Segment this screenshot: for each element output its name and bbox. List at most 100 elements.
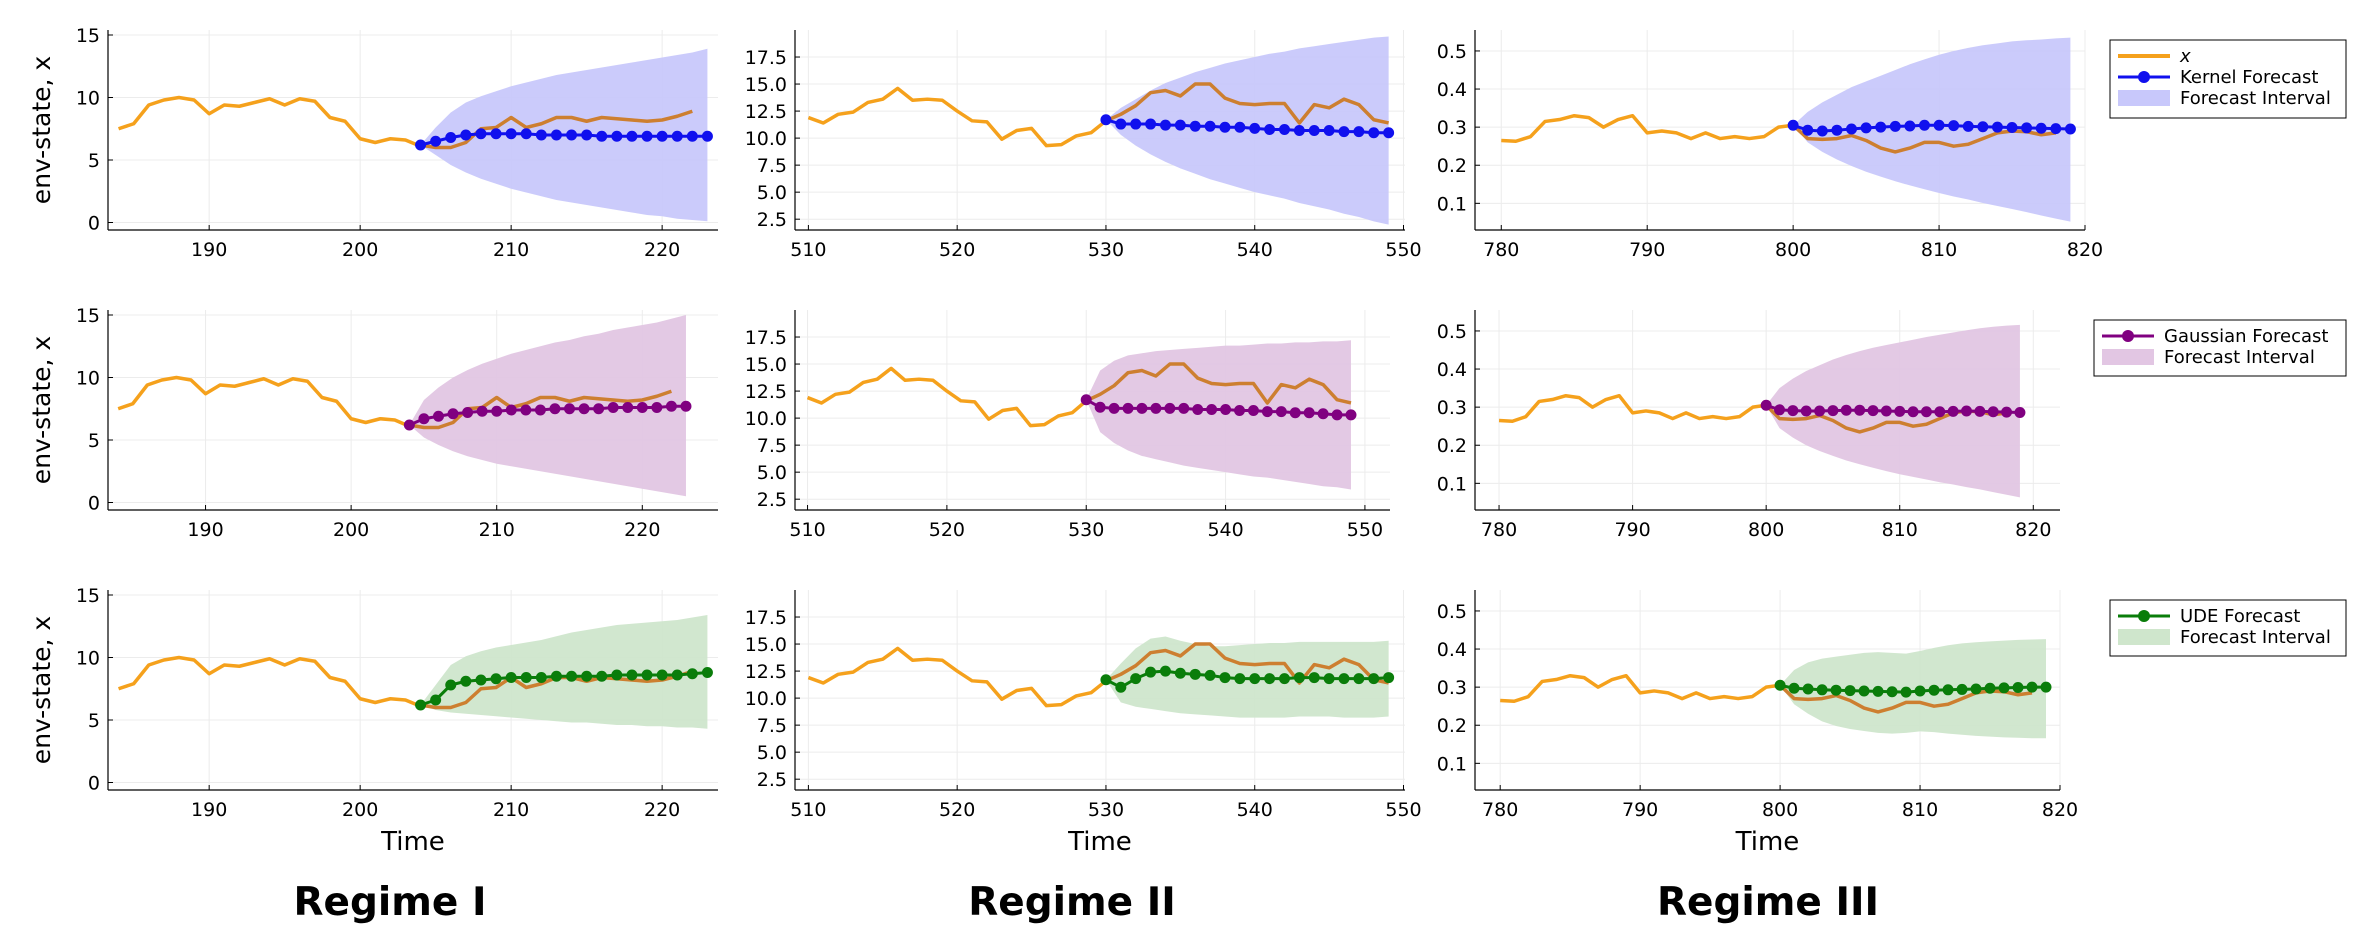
forecast-point <box>1880 405 1892 417</box>
forecast-point <box>2035 122 2047 134</box>
y-axis-label: env-state, x <box>27 336 56 484</box>
forecast-point <box>1174 667 1186 679</box>
y-tick-label: 0 <box>88 773 100 795</box>
forecast-interval-band <box>1780 639 2047 739</box>
legend-swatch-marker <box>2122 330 2134 342</box>
y-axis-label: env-state, x <box>27 56 56 204</box>
forecast-point <box>1115 118 1127 130</box>
forecast-point <box>1293 125 1305 137</box>
forecast-point <box>1159 665 1171 677</box>
y-tick-label: 0.4 <box>1437 79 1467 101</box>
actual-series-line <box>1105 82 1390 125</box>
forecast-point <box>1264 673 1276 685</box>
x-tick-label: 190 <box>191 799 227 821</box>
legend-swatch-marker <box>2138 71 2150 83</box>
forecast-point <box>1760 399 1772 411</box>
forecast-point <box>1942 684 1954 696</box>
forecast-point <box>460 675 472 687</box>
forecast-point <box>1816 125 1828 137</box>
forecast-point <box>1130 673 1142 685</box>
y-tick-label: 15.0 <box>745 74 787 96</box>
x-tick-label: 200 <box>342 239 378 261</box>
forecast-point <box>445 679 457 691</box>
x-tick-label: 540 <box>1237 239 1273 261</box>
forecast-point <box>1100 114 1112 126</box>
forecast-point <box>1894 405 1906 417</box>
y-tick-label: 7.5 <box>757 715 787 737</box>
x-tick-label: 540 <box>1237 799 1273 821</box>
y-tick-label: 12.5 <box>745 381 787 403</box>
forecast-point <box>1278 123 1290 135</box>
forecast-point <box>1933 119 1945 131</box>
forecast-point <box>1774 679 1786 691</box>
y-tick-label: 15 <box>76 305 100 327</box>
forecast-point <box>1904 120 1916 132</box>
forecast-point <box>1814 405 1826 417</box>
forecast-point <box>475 128 487 140</box>
forecast-point <box>1234 121 1246 133</box>
forecast-point <box>1977 121 1989 133</box>
forecast-point <box>1353 126 1365 138</box>
panel-r3-c1: 190 200 210 220 0 5 10 15 env-state, x Time <box>27 585 718 857</box>
forecast-interval-band <box>1105 36 1389 225</box>
forecast-point <box>1920 406 1932 418</box>
forecast-point <box>1289 407 1301 419</box>
forecast-point <box>1774 404 1786 416</box>
forecast-point <box>505 672 517 683</box>
forecast-point <box>2064 123 2076 135</box>
forecast-point <box>1261 406 1273 418</box>
forecast-point <box>1150 402 1162 414</box>
x-tick-label: 790 <box>1622 799 1658 821</box>
x-tick-label: 220 <box>644 239 680 261</box>
forecast-point <box>607 402 619 413</box>
forecast-point <box>1802 124 1814 136</box>
x-tick-label: 550 <box>1385 799 1421 821</box>
x-tick-label: 810 <box>1902 799 1938 821</box>
forecast-point <box>651 402 663 413</box>
y-tick-label: 2.5 <box>757 769 787 791</box>
y-tick-label: 0.1 <box>1437 473 1467 495</box>
y-tick-label: 0.5 <box>1437 601 1467 623</box>
x-tick-label: 810 <box>1921 239 1957 261</box>
forecast-point <box>535 672 547 683</box>
forecast-point <box>1219 672 1231 684</box>
forecast-point <box>611 130 623 142</box>
y-tick-label: 5.0 <box>757 462 787 484</box>
forecast-interval-band <box>420 615 708 729</box>
forecast-point <box>520 672 532 683</box>
x-tick-label: 790 <box>1629 239 1665 261</box>
forecast-point <box>550 129 562 141</box>
forecast-point <box>1998 682 2010 694</box>
forecast-point <box>2050 123 2062 135</box>
forecast-point <box>656 130 668 142</box>
x-axis-label: Time <box>1735 827 1800 857</box>
forecast-point <box>2014 406 2026 418</box>
forecast-point <box>1962 120 1974 132</box>
forecast-point <box>1830 684 1842 696</box>
legend-label: Kernel Forecast <box>2180 67 2318 88</box>
legend-label: UDE Forecast <box>2180 606 2300 627</box>
legend-swatch-band <box>2118 90 2170 106</box>
forecast-point <box>1889 120 1901 132</box>
forecast-point <box>641 130 653 142</box>
forecast-point <box>596 670 608 682</box>
forecast-point <box>1872 685 1884 697</box>
forecast-point <box>1164 402 1176 414</box>
legend-label: Forecast Interval <box>2180 627 2331 648</box>
forecast-point <box>1136 402 1148 414</box>
forecast-point <box>1368 673 1380 685</box>
forecast-point <box>1275 406 1287 418</box>
forecast-point <box>1948 120 1960 132</box>
forecast-point <box>462 407 474 418</box>
forecast-point <box>505 404 517 416</box>
forecast-point <box>430 694 442 706</box>
forecast-point <box>636 402 648 413</box>
forecast-point <box>1800 405 1812 417</box>
forecast-point <box>1787 405 1799 417</box>
x-tick-label: 220 <box>624 519 660 541</box>
forecast-point <box>1846 123 1858 135</box>
y-tick-label: 0.1 <box>1437 193 1467 215</box>
forecast-point <box>476 405 488 417</box>
x-tick-label: 540 <box>1207 519 1243 541</box>
